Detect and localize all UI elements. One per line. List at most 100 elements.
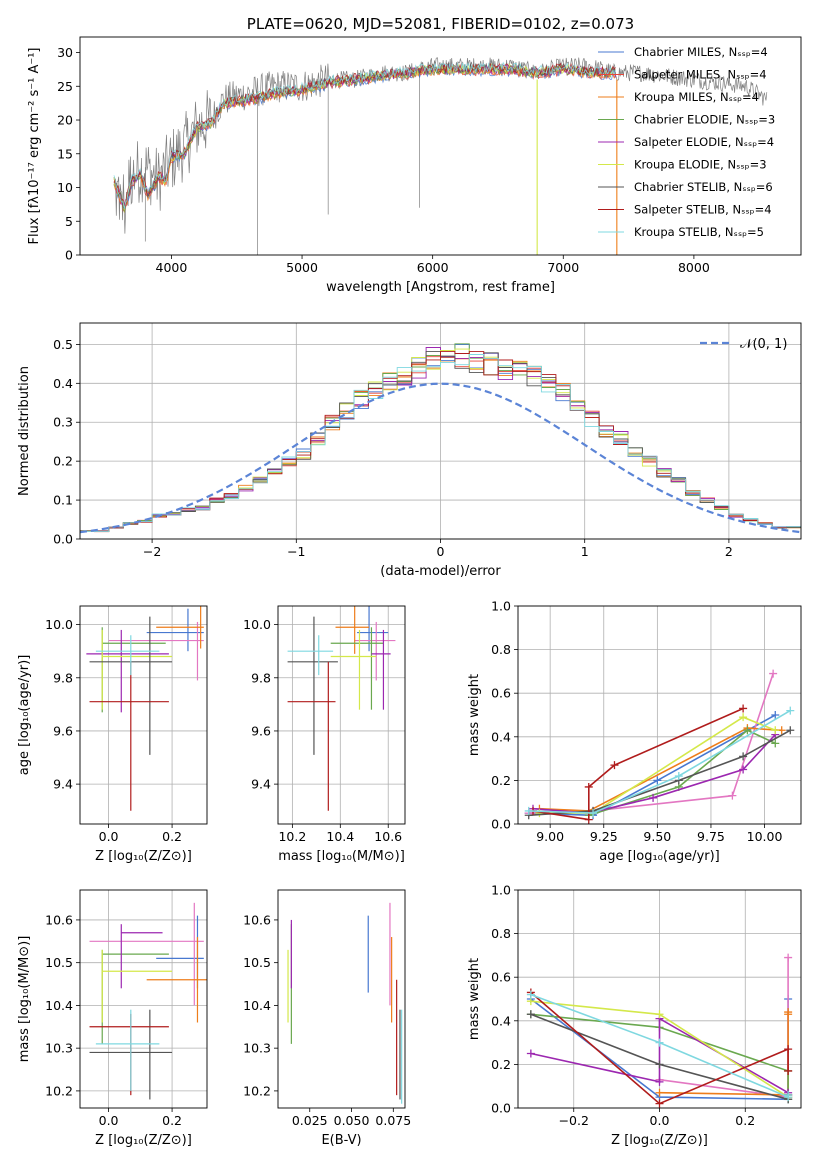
x-tick-label: 4000 [156, 260, 188, 275]
weight-marker [739, 765, 748, 774]
x-tick-label: 2 [725, 544, 733, 559]
plot-area [524, 669, 795, 824]
panel-mass_weight_vs_age: 9.00 9.25 9.50 9.75 10.00 0.0 0.2 0.4 0.6 0.8 1.0 a… [467, 599, 802, 864]
model-fit-line [113, 62, 616, 207]
histogram-step [80, 354, 801, 539]
plot-area [287, 902, 403, 1104]
weight-marker [728, 791, 737, 800]
weight-marker [784, 1010, 793, 1019]
y-tick-label: 10.6 [45, 912, 73, 927]
weight-marker [610, 761, 619, 770]
weight-marker [739, 713, 748, 722]
weight-marker [784, 953, 793, 962]
weight-marker [649, 793, 658, 802]
gaussian-curve [80, 382, 801, 534]
weight-marker [655, 1077, 664, 1086]
y-tick-label: 0.0 [491, 1101, 511, 1116]
y-tick-label: 0 [65, 248, 73, 263]
y-axis-label: Normed distribution [17, 366, 32, 496]
y-tick-label: 0.5 [53, 337, 73, 352]
x-tick-label: 0.0 [99, 1113, 119, 1128]
x-tick-label: 0.050 [334, 1113, 370, 1128]
y-tick-label: 1.0 [491, 883, 511, 898]
plot-area [287, 606, 396, 811]
x-tick-label: 10.00 [747, 829, 783, 844]
weight-line [530, 991, 789, 1105]
legend-label: Kroupa MILES, Nₛₛₚ=4 [634, 90, 759, 104]
x-tick-label: 0.2 [162, 1113, 182, 1128]
y-tick-label: 15 [57, 146, 73, 161]
legend-label: 𝒩(0, 1) [740, 337, 787, 352]
panel-mass_weight_vs_Z: −0.2 0.0 0.2 0.0 0.2 0.4 0.6 0.8 1.0 Z [log₁₀(Z/Z… [467, 883, 802, 1148]
y-tick-label: 10.0 [243, 617, 271, 632]
x-axis-label: E(B-V) [321, 1133, 361, 1148]
panel-mass_vs_ebv: 0.025 0.050 0.075 10.2 10.3 10.4 10.5 10.6 E(B-V… [243, 889, 411, 1148]
y-axis-label: age [log₁₀(age/yr)] [17, 655, 32, 776]
x-axis-label: Z [log₁₀(Z/Z⊙)] [95, 849, 192, 864]
legend-label: Salpeter STELIB, Nₛₛₚ=4 [634, 203, 772, 217]
axes-frame [79, 36, 802, 256]
y-tick-label: 0.0 [491, 817, 511, 832]
axes-frame [79, 889, 208, 1109]
weight-marker [784, 1066, 793, 1075]
x-tick-label: 6000 [417, 260, 449, 275]
x-tick-label: 10.2 [278, 829, 306, 844]
y-tick-label: 9.8 [251, 670, 271, 685]
y-tick-label: 10.3 [243, 1041, 271, 1056]
weight-line [539, 727, 782, 812]
model-fit-line [113, 66, 616, 207]
weight-line [528, 709, 791, 814]
x-tick-label: 5000 [286, 260, 318, 275]
weight-line [530, 1013, 789, 1100]
axes-frame [277, 605, 406, 825]
x-tick-label: 0.0 [650, 1113, 670, 1128]
weight-marker [524, 806, 533, 815]
weight-line [528, 714, 776, 817]
y-tick-label: 5 [65, 214, 73, 229]
y-tick-label: 10.2 [45, 1083, 73, 1098]
weight-marker [655, 1010, 664, 1019]
y-tick-label: 10 [57, 180, 73, 195]
y-tick-label: 10.5 [243, 955, 271, 970]
y-tick-label: 10.0 [45, 617, 73, 632]
plot-area [526, 953, 793, 1108]
x-tick-label: 10.6 [374, 829, 402, 844]
y-tick-label: 9.6 [251, 723, 271, 738]
y-axis-label: mass weight [467, 958, 482, 1040]
x-tick-label: 9.25 [590, 829, 618, 844]
panel-age_vs_Z: 0.0 0.2 9.4 9.6 9.8 10.0 Z [log₁₀(Z/Z⊙)] age [l… [17, 605, 208, 864]
x-tick-label: 0.025 [292, 1113, 328, 1128]
axes-frame [517, 889, 802, 1109]
y-axis-label: mass [log₁₀(M/M⊙)] [17, 936, 32, 1063]
weight-marker [584, 815, 593, 824]
y-tick-label: 0.0 [53, 532, 73, 547]
y-tick-label: 0.2 [53, 454, 73, 469]
x-tick-label: 8000 [678, 260, 710, 275]
x-tick-label: 0.2 [162, 829, 182, 844]
x-tick-label: 10.4 [326, 829, 354, 844]
x-tick-label: 0 [437, 544, 445, 559]
y-tick-label: 9.4 [251, 777, 271, 792]
model-fit-line [113, 62, 616, 211]
weight-marker [739, 704, 748, 713]
model-fit-line [113, 63, 616, 206]
x-tick-label: −1 [287, 544, 305, 559]
weight-marker [653, 776, 662, 785]
weight-marker [526, 990, 535, 999]
panel-residuals: −2 −1 0 1 2 0.0 0.1 0.2 0.3 0.4 0.5 (data-model)/er… [17, 322, 802, 579]
weight-line [528, 729, 791, 817]
weight-marker [655, 1060, 664, 1069]
axes-frame [277, 889, 406, 1109]
x-tick-label: 9.75 [697, 829, 725, 844]
y-tick-label: 0.6 [491, 686, 511, 701]
axes-frame [79, 605, 208, 825]
weight-marker [769, 669, 778, 678]
x-tick-label: 1 [581, 544, 589, 559]
model-fit-line [113, 61, 616, 209]
y-tick-label: 0.4 [53, 376, 73, 391]
y-tick-label: 0.1 [53, 493, 73, 508]
y-tick-label: 30 [57, 45, 73, 60]
weight-marker [674, 772, 683, 781]
weight-marker [786, 706, 795, 715]
